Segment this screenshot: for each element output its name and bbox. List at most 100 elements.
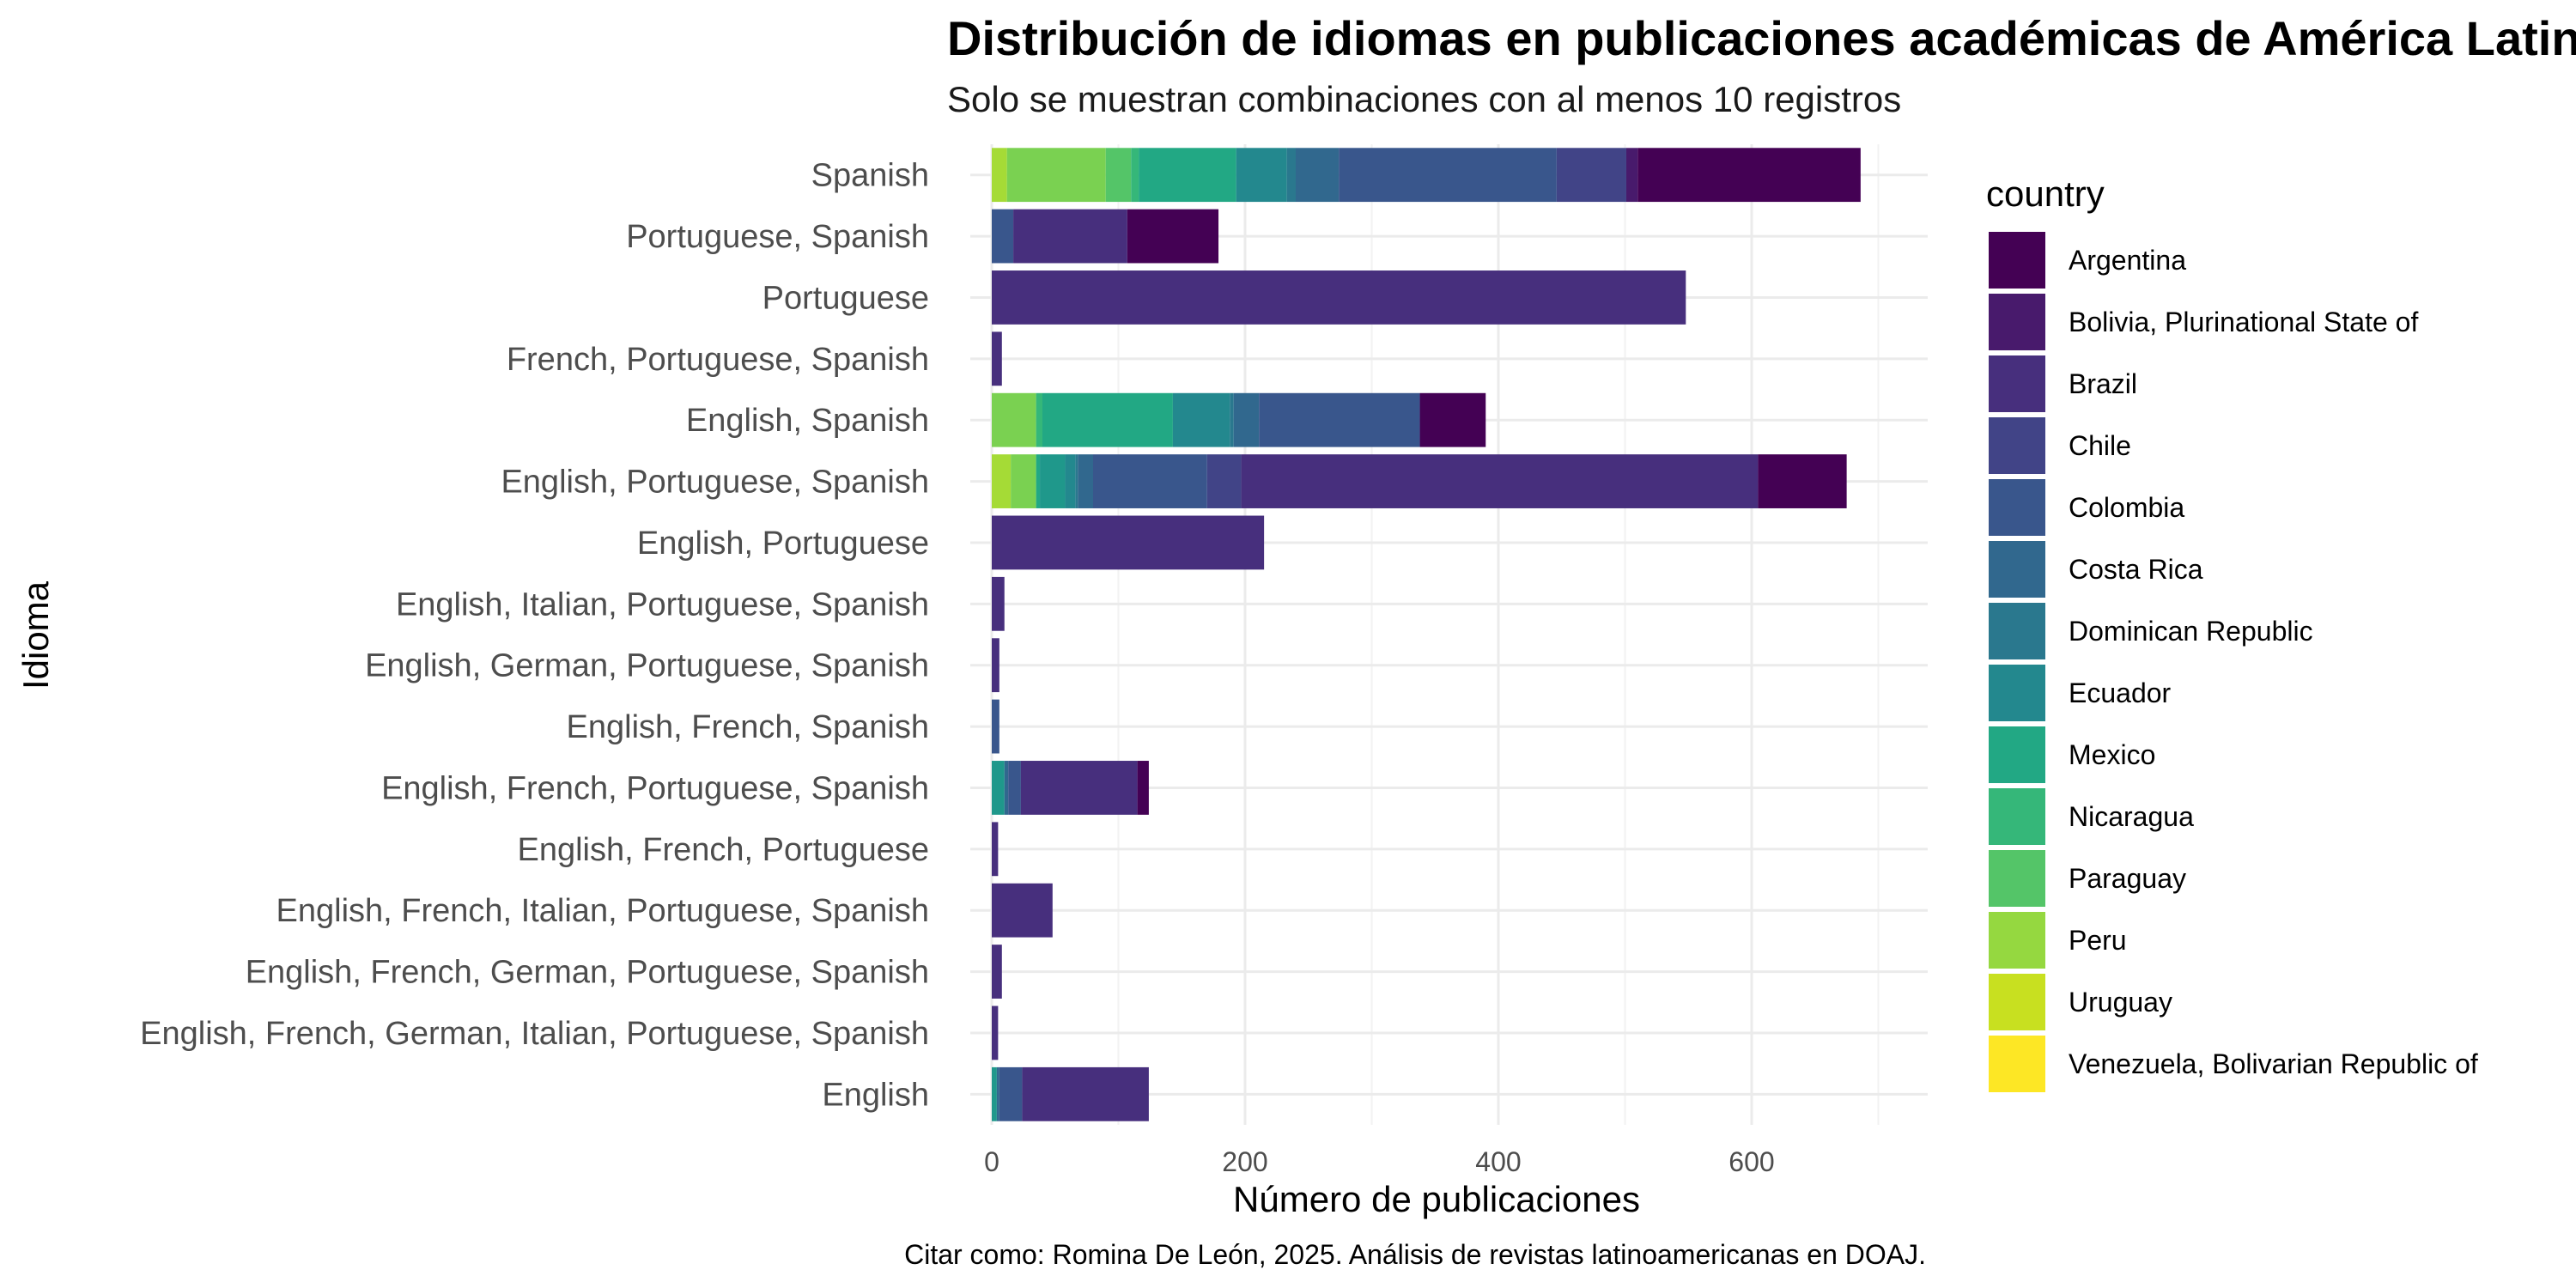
bar-segment [1008, 761, 1021, 815]
legend-label: Chile [2069, 430, 2131, 461]
bar-segment [992, 883, 1053, 938]
y-tick-label: English, German, Portuguese, Spanish [365, 648, 929, 684]
x-tick-label: 200 [1222, 1146, 1267, 1177]
bar-segment [1241, 454, 1759, 508]
x-tick-label: 0 [984, 1146, 999, 1177]
bar-segment [1233, 392, 1260, 447]
bar-segment [1075, 454, 1078, 508]
bar-segment [992, 1066, 997, 1121]
bar-segment [1259, 392, 1420, 447]
legend-label: Paraguay [2069, 863, 2186, 894]
legend-key [1989, 850, 2045, 907]
bar-segment [1419, 392, 1486, 447]
legend-key [1989, 665, 2045, 721]
x-axis-title: Número de publicaciones [1233, 1179, 1640, 1219]
legend-key [1989, 417, 2045, 474]
y-tick-label: Portuguese [762, 280, 929, 316]
legend-label: Venezuela, Bolivarian Republic of [2069, 1048, 2478, 1079]
chart-caption: Citar como: Romina De León, 2025. Anális… [904, 1239, 1926, 1270]
legend-key [1989, 479, 2045, 536]
y-tick-label: Portuguese, Spanish [626, 219, 929, 255]
x-axis-tick-labels: 0 200 400 600 [984, 1146, 1775, 1177]
bar-segment [992, 270, 1686, 325]
bar-segment [1286, 148, 1296, 203]
bar-segment [992, 576, 1005, 631]
y-tick-label: English, French, Italian, Portuguese, Sp… [276, 893, 929, 929]
y-tick-label: English, Spanish [686, 403, 929, 439]
legend-key [1989, 726, 2045, 783]
bar-segment [1006, 148, 1106, 203]
bar-segment [1004, 761, 1009, 815]
legend-key [1989, 912, 2045, 969]
bar-segment [1020, 761, 1138, 815]
y-tick-label: English [822, 1077, 929, 1113]
bar-segment [1339, 148, 1557, 203]
bar-segment [992, 1005, 999, 1060]
legend-key [1989, 541, 2045, 598]
bar-segment [992, 515, 1265, 570]
y-tick-label: English, French, German, Portuguese, Spa… [246, 955, 929, 991]
legend-label: Costa Rica [2069, 554, 2203, 585]
legend-key [1989, 603, 2045, 659]
legend-label: Colombia [2069, 492, 2184, 523]
legend-label: Brazil [2069, 368, 2137, 399]
bar-segment [1206, 454, 1242, 508]
bar-segment [992, 699, 999, 754]
bar-segment [996, 1066, 999, 1121]
bar-segment [992, 148, 1007, 203]
bar-segment [992, 761, 1005, 815]
legend-key [1989, 1036, 2045, 1092]
bar-segment [1022, 1066, 1149, 1121]
x-tick-label: 400 [1475, 1146, 1521, 1177]
legend-key [1989, 294, 2045, 350]
y-tick-label: English, French, Spanish [567, 709, 929, 745]
bar-segment [992, 454, 1012, 508]
y-axis-title: Idioma [15, 580, 56, 690]
bar-segment [1139, 148, 1236, 203]
bar-segment [1758, 454, 1847, 508]
legend-key [1989, 232, 2045, 289]
bar-segment [1556, 148, 1626, 203]
bar-segment [1127, 209, 1219, 264]
legend-label: Mexico [2069, 739, 2155, 770]
legend-key [1989, 355, 2045, 412]
bar-segment [1230, 392, 1234, 447]
bar-segment [1137, 761, 1149, 815]
legend-key [1989, 974, 2045, 1030]
y-tick-label: English, French, Portuguese [518, 832, 930, 868]
bar-segment [999, 1066, 1023, 1121]
legend-title: country [1986, 173, 2105, 214]
bar-segment [992, 392, 1036, 447]
bar-segment [1040, 454, 1066, 508]
legend-label: Nicaragua [2069, 801, 2194, 832]
legend: country Argentina Bolivia, Plurinational … [1986, 173, 2478, 1092]
bar-segment [992, 209, 1014, 264]
y-tick-label: English, Italian, Portuguese, Spanish [396, 586, 929, 623]
bar-segment [992, 945, 1002, 999]
legend-key [1989, 788, 2045, 845]
bar-segment [992, 638, 999, 693]
bar-segment [1065, 454, 1076, 508]
bar-segment [992, 822, 999, 877]
chart-subtitle: Solo se muestran combinaciones con al me… [947, 79, 1901, 119]
bar-segment [1042, 392, 1173, 447]
y-tick-label: English, French, German, Italian, Portug… [140, 1016, 929, 1052]
bar-segment [1036, 392, 1042, 447]
y-axis-tick-labels: Spanish Portuguese, Spanish Portuguese Fren… [140, 158, 929, 1114]
bar-segment [1105, 148, 1132, 203]
bar-segment [1296, 148, 1340, 203]
legend-label: Dominican Republic [2069, 616, 2313, 647]
bar-segment [1036, 454, 1041, 508]
bar-stacks [992, 148, 1861, 1121]
legend-label: Bolivia, Plurinational State of [2069, 307, 2418, 337]
y-tick-label: English, French, Portuguese, Spanish [381, 770, 929, 806]
legend-label: Ecuador [2069, 677, 2172, 708]
legend-items: Argentina Bolivia, Plurinational State of… [1989, 232, 2478, 1092]
legend-label: Argentina [2069, 245, 2186, 276]
bar-segment [1625, 148, 1638, 203]
bar-segment [1236, 148, 1287, 203]
bar-segment [992, 331, 1002, 386]
chart-title: Distribución de idiomas en publicaciones… [947, 11, 2576, 65]
bar-segment [1093, 454, 1207, 508]
y-tick-label: French, Portuguese, Spanish [507, 342, 929, 378]
